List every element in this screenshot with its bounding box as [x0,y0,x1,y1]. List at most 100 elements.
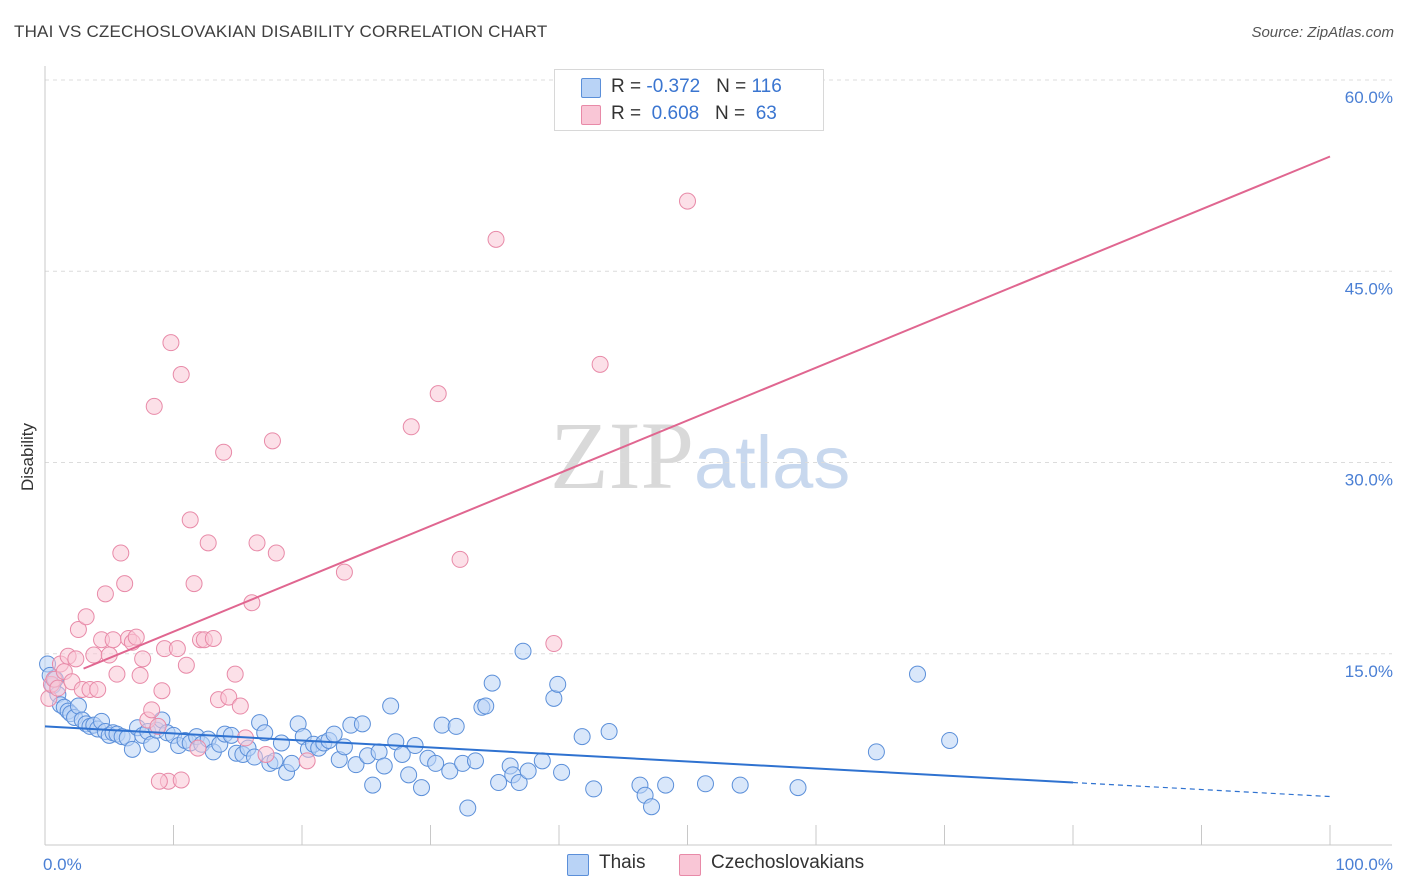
thai-point [256,724,274,742]
thai-point [427,754,445,772]
thai-point [549,675,567,693]
thai-point [283,754,301,772]
czech-point [545,635,563,653]
czech-point [451,550,469,568]
thai-point [533,752,551,770]
czech-point [168,640,186,658]
czech-point [177,656,195,674]
axes [44,66,1392,846]
czech-point [172,366,190,384]
thai-point [447,717,465,735]
stats-text-thai: R = -0.372 N = 116 [611,76,782,97]
legend-thais-label: Thais [599,852,646,873]
czech-points [40,192,696,790]
czech-point [248,534,266,552]
czech-point [112,544,130,562]
thai-point [490,774,508,792]
czech-trend-line [83,155,1331,670]
czech-point [77,608,95,626]
czech-point [172,771,190,789]
thai-point [413,779,431,797]
thai-point [466,752,484,770]
czech-point [145,397,163,415]
thai-point [657,776,675,794]
czech-point [204,629,222,647]
stats-legend: R = -0.372 N = 116 R = 0.608 N = 63 [554,69,824,131]
czech-point [181,511,199,529]
thai-point [909,665,927,683]
thai-point [789,779,807,797]
legend-czech-swatch [679,854,701,876]
czech-point [591,355,609,373]
czech-point [96,585,114,603]
legend-thais-swatch [567,854,589,876]
czech-point [153,682,171,700]
thai-trend-extension [1072,781,1331,798]
thai-point [483,674,501,692]
grid-lines [45,79,1392,655]
thai-point [545,689,563,707]
legend-czech-label: Czechoslovakians [711,852,865,873]
czech-point [49,679,67,697]
thai-point [353,715,371,733]
thai-point [375,757,393,775]
czech-point [89,680,107,698]
czech-point [134,650,152,668]
czech-point [69,621,87,639]
thai-point [123,740,141,758]
czech-point [226,665,244,683]
watermark-zip: ZIP [550,402,694,509]
czech-point [298,752,316,770]
thai-point [643,798,661,816]
thai-point [585,780,603,798]
y-tick-label: 60.0% [1345,88,1393,107]
czech-point [185,575,203,593]
czech-point [487,230,505,248]
czech-point [263,432,281,450]
thai-point [600,723,618,741]
source-label: Source: ZipAtlas.com [1251,24,1394,41]
tick-labels: 15.0% 30.0% 45.0% 60.0% 0.0% 100.0% [43,88,1393,874]
czech-point [116,575,134,593]
thai-point [382,697,400,715]
thai-point [696,775,714,793]
czech-point [335,563,353,581]
czech-point [220,688,238,706]
thai-point [553,763,571,781]
trend-lines [44,155,1331,798]
x-tick-label-max: 100.0% [1335,855,1393,874]
chart-title: THAI VS CZECHOSLOVAKIAN DISABILITY CORRE… [14,22,548,41]
czech-point [199,534,217,552]
thai-point [519,762,537,780]
thai-point [69,697,87,715]
thai-point [573,728,591,746]
thai-points [39,642,959,817]
czech-point [257,745,275,763]
czech-point [429,385,447,403]
thai-point [364,776,382,794]
thai-point [510,774,528,792]
czech-point [215,443,233,461]
czech-point [108,665,126,683]
thai-point [325,725,343,743]
thai-point [347,756,365,774]
thai-point [867,743,885,761]
thai-point [433,716,451,734]
y-tick-label: 15.0% [1345,662,1393,681]
czech-point [679,192,696,210]
thai-point [477,697,495,715]
czech-point [189,739,207,757]
thai-point [459,799,477,817]
y-tick-label: 45.0% [1345,279,1393,298]
thai-point [731,776,749,794]
czech-point [402,418,420,436]
czech-point [131,666,149,684]
czech-point [267,544,285,562]
czech-point [231,697,249,715]
y-tick-label: 30.0% [1345,471,1393,490]
czech-point [85,646,103,664]
thai-trend-line [44,725,1074,784]
czech-point [127,628,145,646]
thai-point [441,762,459,780]
